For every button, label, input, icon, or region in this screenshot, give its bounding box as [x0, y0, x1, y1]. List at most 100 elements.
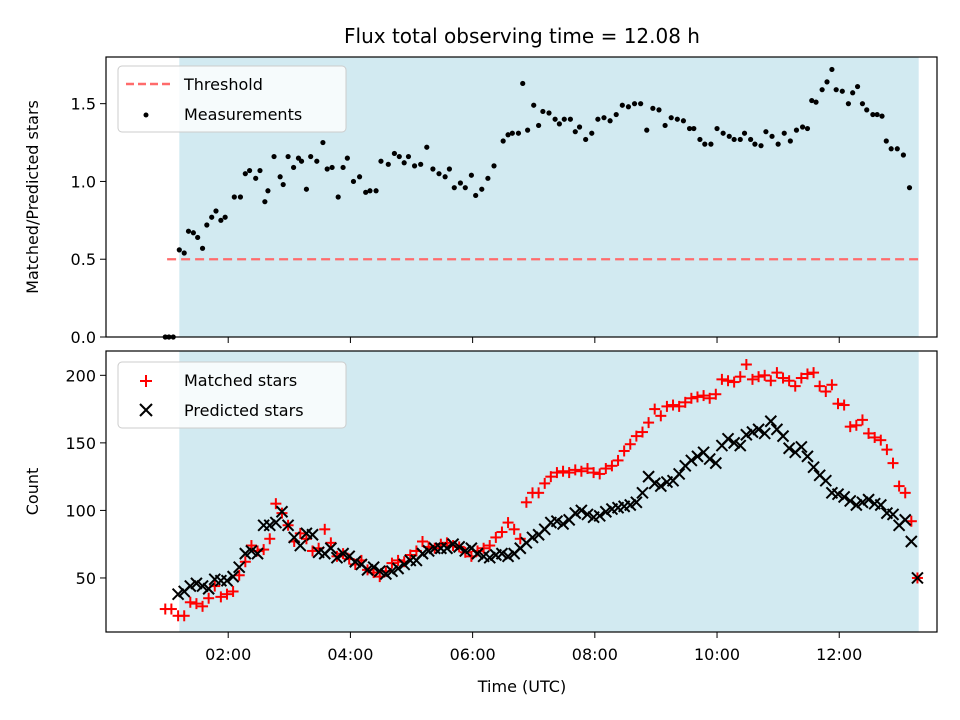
measurement-point	[303, 186, 310, 192]
measurement-point	[485, 175, 491, 181]
count-y-axis-label: Count	[23, 468, 42, 516]
measurement-point	[607, 118, 613, 124]
matched-star-marker	[820, 386, 832, 398]
matched-star-marker	[728, 376, 740, 388]
matched-star-marker	[612, 454, 624, 466]
predicted-star-marker	[422, 544, 435, 558]
measurement-point	[813, 99, 819, 105]
predicted-star-marker	[483, 551, 496, 564]
predicted-star-marker	[575, 504, 588, 517]
matched-star-marker	[245, 540, 257, 552]
measurement-point	[271, 153, 277, 160]
measurement-point	[411, 163, 418, 169]
y-tick-label: 150	[65, 434, 96, 453]
measurement-point	[385, 161, 391, 167]
matched-star-marker	[502, 517, 514, 529]
measurement-point	[839, 88, 845, 94]
matched-star-marker	[258, 544, 270, 556]
matched-star-marker	[893, 480, 905, 492]
measurement-point	[680, 118, 687, 124]
measurement-point	[525, 127, 531, 133]
measurement-point	[702, 141, 708, 147]
predicted-star-marker	[324, 542, 338, 555]
predicted-star-marker	[654, 479, 668, 493]
predicted-star-marker	[446, 537, 460, 551]
measurement-point	[367, 188, 373, 194]
matched-star-marker	[386, 557, 398, 569]
measurement-point	[378, 158, 384, 164]
count-x-ticks: 02:00 04:00 06:00 08:00 10:00 12:00	[205, 632, 862, 664]
measurement-point	[854, 83, 861, 90]
measurement-point	[391, 150, 398, 157]
measurement-point	[708, 141, 714, 147]
matched-star-marker	[624, 438, 636, 450]
y-tick-label: 1.5	[71, 95, 96, 114]
matched-star-marker	[508, 523, 520, 535]
predicted-star-marker	[275, 505, 289, 518]
matched-star-marker	[630, 430, 642, 442]
predicted-stars-points	[171, 415, 924, 601]
measurement-point	[185, 228, 192, 234]
predicted-star-marker	[385, 564, 399, 578]
predicted-star-marker	[569, 506, 582, 520]
legend-matched-label: Matched stars	[184, 371, 297, 390]
measurement-point	[257, 167, 263, 174]
predicted-star-marker	[263, 519, 276, 532]
measurement-point	[731, 136, 737, 143]
x-axis-label: Time (UTC)	[477, 677, 566, 696]
measurement-point	[741, 130, 748, 136]
matched-star-marker	[239, 556, 251, 568]
measurement-point	[900, 152, 906, 158]
predicted-star-marker	[801, 450, 814, 463]
predicted-star-marker	[581, 508, 594, 521]
measurement-point	[726, 133, 732, 139]
measurement-point	[561, 116, 567, 122]
measurement-point	[540, 108, 546, 115]
matched-star-marker	[881, 444, 893, 456]
predicted-star-marker	[471, 547, 484, 560]
measurement-point	[781, 130, 787, 136]
predicted-star-marker	[202, 582, 215, 595]
measurement-point	[572, 129, 578, 135]
matched-star-marker	[178, 610, 190, 622]
chart-title: Flux total observing time = 12.08 h	[344, 24, 700, 48]
matched-star-marker	[856, 414, 868, 426]
legend-matched-swatch	[140, 375, 152, 387]
matched-star-marker	[270, 498, 282, 510]
predicted-star-marker	[349, 555, 362, 568]
measurement-point	[446, 166, 452, 172]
legend-measurements-swatch	[143, 112, 149, 118]
matched-star-marker	[221, 588, 233, 600]
measurement-point	[356, 174, 363, 180]
matched-star-marker	[533, 487, 545, 499]
measurement-point	[752, 141, 758, 147]
matched-star-marker	[765, 375, 777, 387]
measurement-point	[324, 166, 330, 172]
predicted-star-marker	[624, 498, 637, 512]
matched-star-marker	[814, 380, 826, 392]
matched-star-marker	[581, 463, 593, 475]
predicted-star-marker	[862, 493, 875, 506]
x-tick-label: 12:00	[816, 645, 862, 664]
predicted-star-marker	[807, 460, 820, 474]
matched-star-marker	[826, 379, 838, 391]
matched-star-marker	[795, 372, 807, 384]
predicted-star-marker	[171, 587, 185, 601]
matched-star-marker	[478, 542, 490, 554]
measurement-point	[809, 97, 815, 104]
measurement-point	[520, 80, 526, 87]
x-tick-label: 08:00	[572, 645, 618, 664]
y-tick-label: 1.0	[71, 172, 96, 191]
matched-star-marker	[294, 527, 306, 539]
measurement-point	[748, 136, 754, 143]
matched-star-marker	[215, 591, 227, 603]
matched-star-marker	[484, 540, 496, 552]
matched-star-marker	[808, 367, 820, 379]
measurement-point	[595, 116, 601, 122]
predicted-star-marker	[630, 496, 643, 509]
measurement-point	[468, 172, 474, 178]
matched-star-marker	[887, 457, 899, 469]
measurement-point	[500, 138, 506, 144]
measurement-point	[424, 144, 430, 150]
